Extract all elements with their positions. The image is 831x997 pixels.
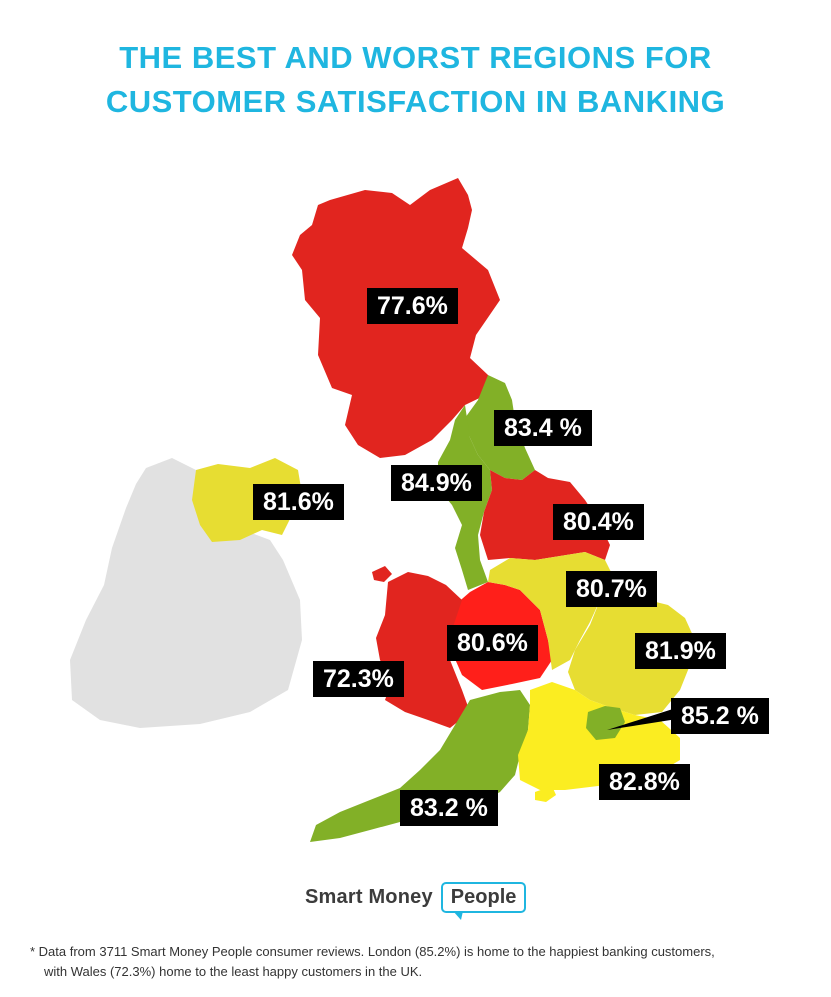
ireland-region bbox=[70, 458, 302, 728]
label-london: 85.2 % bbox=[671, 698, 769, 734]
title-line-1: THE BEST AND WORST REGIONS FOR bbox=[119, 40, 712, 75]
isle-of-wight-island bbox=[535, 786, 556, 802]
label-wales: 72.3% bbox=[313, 661, 404, 697]
title-line-2: CUSTOMER SATISFACTION IN BANKING bbox=[105, 84, 726, 119]
label-northern-ireland: 81.6% bbox=[253, 484, 344, 520]
footnote-line-1: * Data from 3711 Smart Money People cons… bbox=[30, 944, 715, 959]
label-south-east: 82.8% bbox=[599, 764, 690, 800]
brand-speech-bubble: People bbox=[440, 882, 527, 920]
label-north-west: 84.9% bbox=[391, 465, 482, 501]
page-title: THE BEST AND WORST REGIONS FOR CUSTOMER … bbox=[0, 36, 831, 124]
label-east-midlands: 80.7% bbox=[566, 571, 657, 607]
label-north-east: 83.4 % bbox=[494, 410, 592, 446]
label-east-of-england: 81.9% bbox=[635, 633, 726, 669]
london-pointer bbox=[607, 708, 677, 730]
footnote: * Data from 3711 Smart Money People cons… bbox=[30, 942, 820, 982]
brand-logo: Smart Money People bbox=[305, 882, 527, 920]
anglesey-island bbox=[372, 566, 392, 582]
footnote-line-2: with Wales (72.3%) home to the least hap… bbox=[44, 964, 423, 979]
east-of-england-region bbox=[568, 598, 695, 715]
brand-people: People bbox=[450, 886, 517, 908]
london-region bbox=[586, 706, 625, 740]
label-west-midlands: 80.6% bbox=[447, 625, 538, 661]
label-south-west: 83.2 % bbox=[400, 790, 498, 826]
brand-smart-money: Smart Money bbox=[305, 886, 433, 908]
northern-ireland-region bbox=[192, 458, 302, 542]
label-yorkshire: 80.4% bbox=[553, 504, 644, 540]
label-scotland: 77.6% bbox=[367, 288, 458, 324]
speech-bubble-tail bbox=[452, 911, 463, 920]
